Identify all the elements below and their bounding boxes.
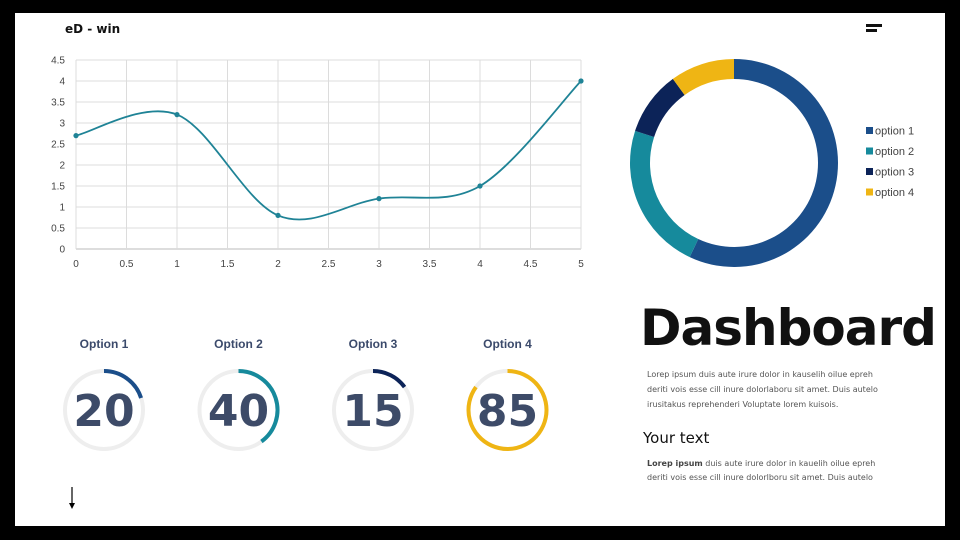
y-tick-label: 3 bbox=[59, 119, 65, 130]
gauge-value: 40 bbox=[208, 386, 269, 437]
legend-label: option 3 bbox=[875, 167, 914, 179]
x-tick-label: 1.5 bbox=[221, 259, 235, 270]
paragraph-body: duis aute irure dolor in kauelih oilue e… bbox=[647, 459, 876, 482]
x-tick-label: 2.5 bbox=[322, 259, 336, 270]
legend-label: option 4 bbox=[875, 187, 914, 199]
x-tick-label: 2 bbox=[275, 259, 281, 270]
data-point bbox=[174, 112, 180, 118]
y-tick-label: 2.5 bbox=[51, 140, 65, 151]
y-tick-label: 1 bbox=[59, 203, 65, 214]
x-tick-label: 3 bbox=[376, 259, 382, 270]
menu-icon[interactable] bbox=[866, 24, 882, 36]
donut-slice bbox=[672, 59, 734, 96]
legend-swatch bbox=[866, 147, 873, 155]
y-tick-label: 0 bbox=[59, 245, 65, 256]
legend-swatch bbox=[866, 168, 873, 175]
gauge-arc bbox=[103, 369, 143, 399]
data-point bbox=[376, 196, 382, 202]
section-paragraph: Lorep ipsum duis aute irure dolor in kau… bbox=[647, 457, 887, 485]
y-tick-label: 2 bbox=[59, 161, 65, 172]
y-tick-label: 4.5 bbox=[51, 56, 65, 67]
gauge-title: Option 3 bbox=[349, 337, 398, 351]
line-chart: 0 0.5 1 1.5 2 2.5 3 3.5 4 4.5 0 0.5 1 1.5 2 2.5 3 3.5 4 4.5… bbox=[51, 56, 584, 271]
y-tick-label: 3.5 bbox=[51, 98, 65, 109]
data-point bbox=[73, 133, 79, 139]
gauge-arc bbox=[372, 369, 407, 389]
brand-title: eD - win bbox=[65, 22, 121, 36]
paragraph-lead: Lorep ipsum bbox=[647, 459, 703, 468]
arrow-down-icon bbox=[69, 487, 75, 509]
gauge-row: Option 1 20 Option 2 40 Option 3 15 Option 4 85 bbox=[63, 337, 549, 451]
legend-swatch bbox=[866, 127, 873, 134]
gauge-arc bbox=[466, 369, 549, 451]
page-title: Dashboard bbox=[640, 299, 937, 357]
legend-label: option 1 bbox=[875, 126, 914, 138]
gauge-title: Option 4 bbox=[483, 337, 532, 351]
x-tick-label: 5 bbox=[578, 259, 584, 270]
slide: eD - win 0 0.5 1 1.5 2 2.5 3 3.5 4 4.5 0 0.5 1 1.5 2 2.… bbox=[15, 13, 945, 526]
x-tick-label: 4.5 bbox=[524, 259, 538, 270]
gauge-title: Option 2 bbox=[214, 337, 263, 351]
x-tick-label: 0 bbox=[73, 259, 79, 270]
x-tick-label: 4 bbox=[477, 259, 483, 270]
legend-label: option 2 bbox=[875, 146, 914, 158]
donut-slice bbox=[635, 78, 685, 138]
data-point bbox=[477, 183, 483, 189]
gauge-value: 15 bbox=[342, 386, 403, 437]
gauge-value: 20 bbox=[73, 386, 134, 437]
x-tick-label: 1 bbox=[174, 259, 180, 270]
gauge-value: 85 bbox=[477, 386, 538, 437]
section-subheading: Your text bbox=[643, 429, 710, 447]
intro-paragraph: Lorep ipsum duis aute irure dolor in kau… bbox=[647, 370, 878, 409]
y-tick-label: 0.5 bbox=[51, 224, 65, 235]
donut-slice bbox=[689, 59, 838, 267]
gauge-title: Option 1 bbox=[80, 337, 129, 351]
x-tick-label: 3.5 bbox=[423, 259, 437, 270]
gauge-arc bbox=[238, 369, 280, 444]
legend-swatch bbox=[866, 188, 873, 196]
donut-slice bbox=[630, 130, 699, 258]
x-tick-label: 0.5 bbox=[120, 259, 134, 270]
data-point bbox=[275, 212, 281, 218]
y-tick-label: 4 bbox=[59, 77, 65, 88]
series-line bbox=[75, 80, 582, 221]
y-tick-label: 1.5 bbox=[51, 182, 65, 193]
data-point bbox=[578, 78, 584, 84]
donut-chart: option 1 option 2 option 3 option 4 bbox=[630, 59, 914, 267]
